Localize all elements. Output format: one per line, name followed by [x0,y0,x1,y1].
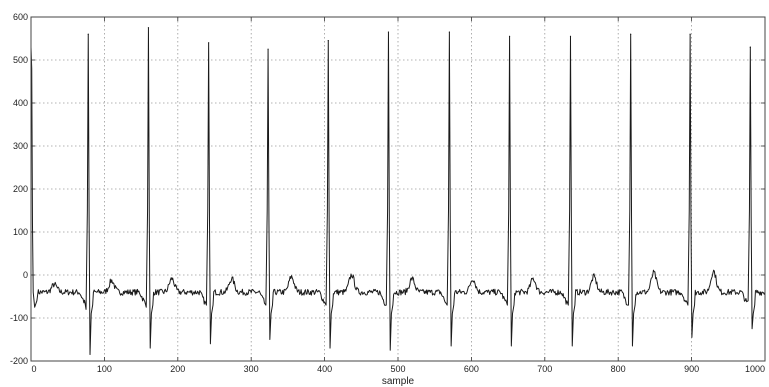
y-tick-label: 400 [13,98,28,108]
r-peak-point [749,46,751,48]
x-tick-label: 0 [31,364,36,374]
r-peak-point [689,33,691,35]
y-tick-label: 500 [13,55,28,65]
x-tick-label: 400 [317,364,332,374]
ecg-series [30,27,766,356]
y-tick-label: 200 [13,184,28,194]
x-axis-label: sample [382,376,415,387]
y-tick-label: -100 [10,313,28,323]
x-tick-label: 1000 [745,364,765,374]
r-peak-point [569,35,572,37]
r-peak-point [87,33,89,35]
plot-frame [30,16,766,362]
r-peak-point [147,27,150,29]
grid-lines [31,17,765,361]
y-tick-label: -200 [10,356,28,366]
r-peak-point [630,33,632,35]
r-peak-point [208,42,210,44]
x-tick-label: 600 [464,364,479,374]
x-tick-label: 100 [97,364,112,374]
r-peak-point [267,48,269,50]
x-tick-label: 800 [611,364,626,374]
x-tick-label: 200 [170,364,185,374]
x-tick-label: 500 [390,364,405,374]
y-tick-labels: -200 -100 0 100 200 300 400 500 600 [10,12,28,366]
r-peak-point [327,40,329,42]
x-tick-label: 300 [244,364,259,374]
y-tick-label: 100 [13,227,28,237]
y-tick-label: 300 [13,141,28,151]
y-tick-label: 600 [13,12,28,22]
r-peak-point [448,31,450,33]
x-tick-labels: 0 100 200 300 400 500 600 700 800 900 1000 [31,364,765,374]
y-tick-label: 0 [23,270,28,280]
x-tick-label: 700 [537,364,552,374]
ecg-series-line [30,27,766,356]
r-peak-point [508,35,511,37]
x-tick-label: 900 [684,364,699,374]
r-peak-point [387,31,390,33]
